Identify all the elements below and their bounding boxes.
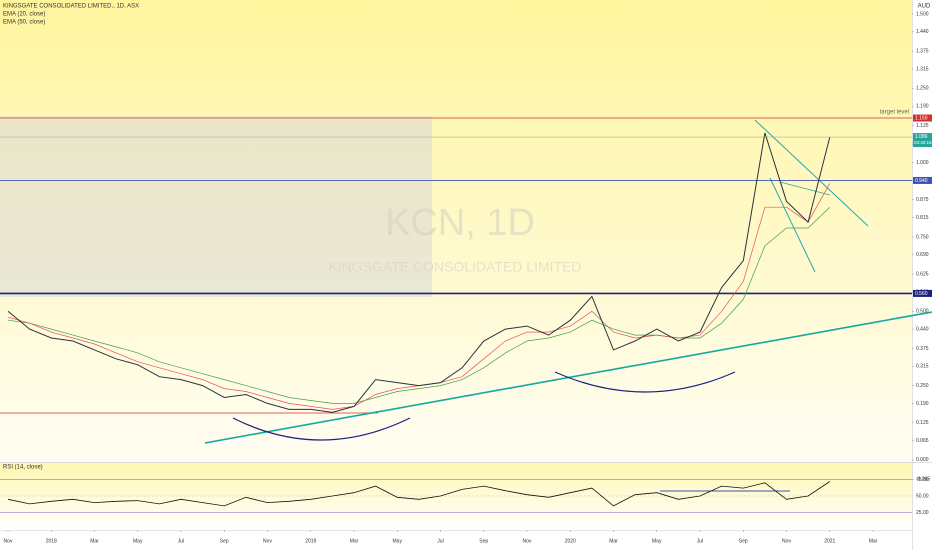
y-tick-label: 0.000	[916, 457, 929, 463]
y-tick-label: 0.125	[916, 420, 929, 426]
x-tick-label: 2019	[305, 538, 316, 544]
y-tick-label: 1.440	[916, 29, 929, 35]
last-price-label: 1.086	[915, 134, 928, 140]
y-tick-label: 0.250	[916, 383, 929, 389]
y-tick-label: 0.440	[916, 326, 929, 332]
x-tick-label: Mar	[609, 538, 618, 544]
level-label: 0.940	[915, 178, 928, 184]
y-tick-label: 0.375	[916, 346, 929, 352]
x-tick-label: Sep	[479, 538, 488, 544]
currency: AUD	[918, 4, 931, 10]
rsi-tick-label: 25.00	[916, 510, 929, 516]
watermark: KCN, 1D	[385, 202, 535, 244]
y-tick-label: 1.250	[916, 86, 929, 92]
x-tick-label: 2021	[824, 538, 835, 544]
level-badge	[913, 114, 932, 122]
x-tick-label: Mar	[350, 538, 359, 544]
y-tick-label: 0.315	[916, 364, 929, 370]
ema-line	[7, 206, 831, 404]
x-tick-label: Mar	[869, 538, 878, 544]
y-tick-label: 1.315	[916, 66, 929, 72]
arc	[232, 417, 411, 441]
x-tick-label: Nov	[263, 538, 272, 544]
x-tick-label: Mar	[90, 538, 99, 544]
y-tick-label: 0.500	[916, 309, 929, 315]
x-tick-label: Sep	[220, 538, 229, 544]
rsi-label: RSI (14, close)	[3, 465, 43, 471]
watermark-subtitle: KINGSGATE CONSOLIDATED LIMITED	[328, 259, 581, 275]
last-price-badge	[913, 133, 932, 148]
x-tick-label: Nov	[523, 538, 532, 544]
indicator-label: EMA (50, close)	[3, 20, 45, 26]
last-price-timer: 03:40:16	[914, 140, 932, 145]
x-tick-label: May	[393, 538, 403, 544]
rsi-line	[7, 481, 831, 507]
channel-line	[754, 119, 869, 227]
y-tick-label: 0.065	[916, 438, 929, 444]
channel-line	[769, 177, 816, 273]
level-label: 1.150	[915, 115, 928, 121]
rsi-tick-label: 50.00	[916, 493, 929, 499]
x-tick-label: Jul	[437, 538, 443, 544]
y-tick-label: 0.750	[916, 234, 929, 240]
y-tick-label: -0.065	[916, 477, 930, 483]
x-tick-label: Nov	[4, 538, 13, 544]
y-tick-label: 1.375	[916, 48, 929, 54]
y-tick-label: 0.690	[916, 252, 929, 258]
arc	[554, 371, 736, 393]
level-note: target level	[880, 110, 909, 116]
level-badge	[913, 289, 932, 297]
shaded-range	[0, 116, 432, 297]
y-tick-label: 1.000	[916, 160, 929, 166]
y-tick-label: 0.875	[916, 197, 929, 203]
level-badge	[913, 176, 932, 184]
channel-line	[779, 181, 831, 196]
price-line	[7, 132, 831, 413]
y-tick-label: 0.815	[916, 215, 929, 221]
y-tick-label: 1.190	[916, 103, 929, 109]
indicator-label: EMA (20, close)	[3, 12, 45, 18]
y-tick-label: 0.190	[916, 401, 929, 407]
x-tick-label: May	[652, 538, 662, 544]
chart-title: KINGSGATE CONSOLIDATED LIMITED., 1D, ASX	[3, 4, 139, 10]
x-tick-label: May	[133, 538, 143, 544]
x-tick-label: Sep	[739, 538, 748, 544]
x-tick-label: 2020	[565, 538, 576, 544]
rsi-tick-label: 75.00	[916, 477, 929, 483]
y-tick-label: 0.625	[916, 271, 929, 277]
x-tick-label: Nov	[782, 538, 791, 544]
level-label: 0.560	[915, 291, 928, 297]
y-tick-label: 1.500	[916, 11, 929, 17]
x-tick-label: 2018	[46, 538, 57, 544]
x-tick-label: Jul	[178, 538, 184, 544]
y-tick-label: 1.125	[916, 123, 929, 129]
x-tick-label: Jul	[697, 538, 703, 544]
